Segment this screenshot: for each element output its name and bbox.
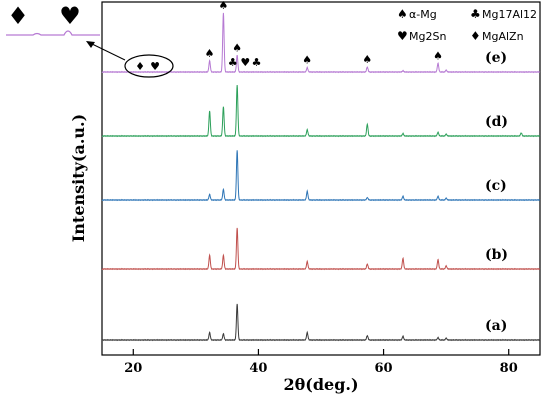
y-axis-title: Intensity(a.u.) <box>69 114 88 242</box>
legend-label: MgAlZn <box>482 30 524 43</box>
zoom-arrowhead <box>86 41 95 48</box>
sample-labels: (a) (b) (c) (d) (e) <box>485 50 508 334</box>
legend-label: α-Mg <box>409 8 437 21</box>
peak-symbol: ♠ <box>433 49 443 62</box>
x-tick-label: 40 <box>249 361 267 376</box>
series-line <box>101 303 541 342</box>
inset-trace <box>6 30 100 36</box>
series-label: (a) <box>485 318 507 334</box>
peak-symbol: ♠ <box>232 41 242 54</box>
inset-symbol: ♦ <box>7 2 29 30</box>
series-label: (e) <box>485 50 507 66</box>
inset-symbol: ♥ <box>59 2 81 30</box>
inset-zoom: ♦ ♥ ♦ ♥ <box>6 2 174 78</box>
traces <box>101 12 541 342</box>
legend-label: Mg2Sn <box>409 30 446 43</box>
series-line <box>101 150 541 202</box>
x-tick-label: 60 <box>375 361 393 376</box>
peak-symbol: ♠ <box>205 47 215 60</box>
series-line <box>101 227 541 271</box>
x-axis-title: 2θ(deg.) <box>283 375 358 394</box>
peak-symbol: ♣ <box>228 56 238 69</box>
legend-symbol: ♠ <box>397 7 408 21</box>
series-label: (d) <box>485 114 508 130</box>
peak-symbol: ♠ <box>218 0 228 12</box>
peak-symbol: ♣ <box>252 56 262 69</box>
legend: ♠ α-Mg ♣ Mg17Al12 ♥ Mg2Sn ♦ MgAlZn <box>397 7 537 43</box>
x-tick-label: 20 <box>124 361 142 376</box>
legend-symbol: ♥ <box>397 29 408 43</box>
peak-symbol: ♠ <box>302 54 312 67</box>
peak-symbol: ♥ <box>240 56 250 69</box>
legend-label: Mg17Al12 <box>482 8 537 21</box>
zoom-circle <box>124 54 174 78</box>
series-label: (c) <box>485 178 507 194</box>
peak-annotations: ♠♠♣♠♥ ♣ ♠ ♠ ♠ <box>205 0 443 69</box>
circle-symbol: ♥ <box>150 60 160 73</box>
legend-symbol: ♣ <box>470 7 481 21</box>
x-tick-label: 80 <box>500 361 518 376</box>
series-line <box>101 85 541 138</box>
circle-symbol: ♦ <box>135 60 145 73</box>
series-line <box>101 12 541 74</box>
series-label: (b) <box>485 247 508 263</box>
plot-frame <box>101 1 541 356</box>
peak-symbol: ♠ <box>362 53 372 66</box>
zoom-arrow <box>87 41 126 61</box>
x-ticks: 20 40 60 80 <box>124 349 518 376</box>
legend-symbol: ♦ <box>470 29 481 43</box>
